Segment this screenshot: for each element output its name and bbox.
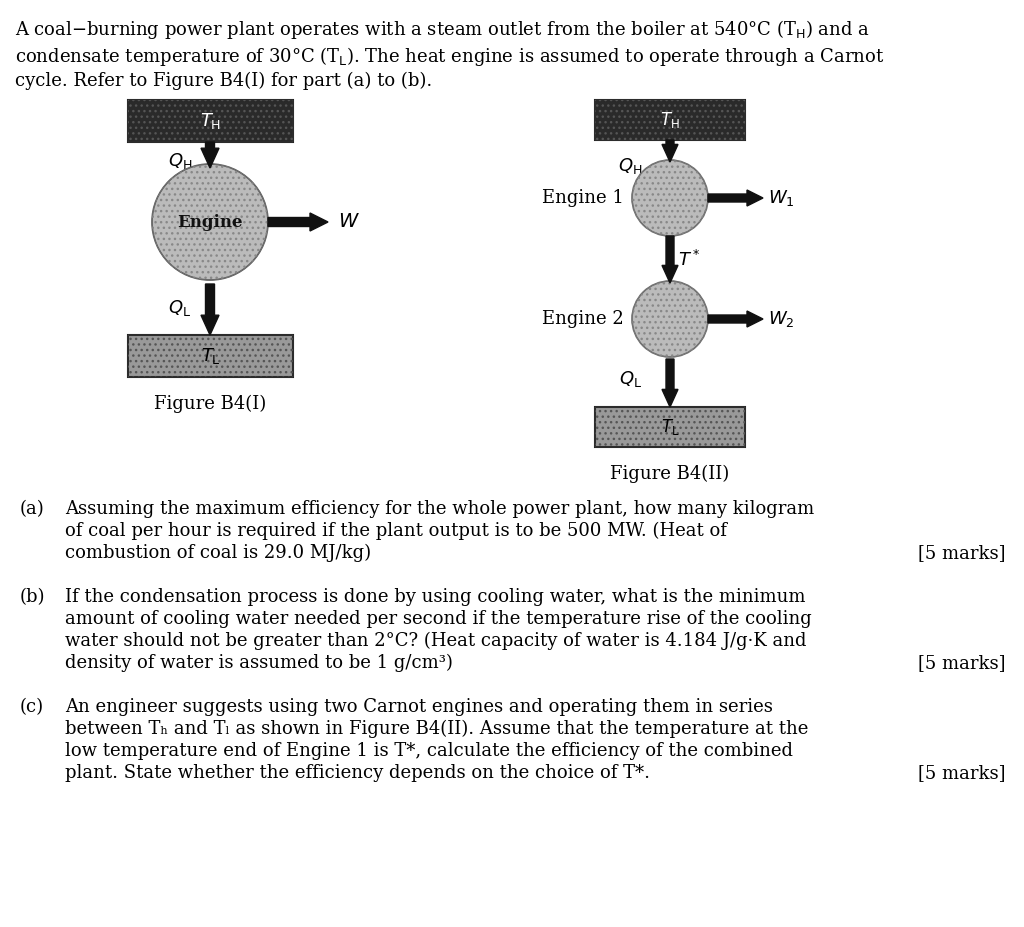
Text: $W_1$: $W_1$ <box>768 188 795 208</box>
Text: [5 marks]: [5 marks] <box>918 764 1005 782</box>
Text: $T_{\rm H}$: $T_{\rm H}$ <box>660 110 680 130</box>
Text: $Q_{\rm L}$: $Q_{\rm L}$ <box>169 298 191 318</box>
FancyArrow shape <box>708 311 763 327</box>
Text: $T_{\rm L}$: $T_{\rm L}$ <box>201 346 220 366</box>
Text: between Tₕ and Tₗ as shown in Figure B4(II). Assume that the temperature at the: between Tₕ and Tₗ as shown in Figure B4(… <box>65 720 808 738</box>
Text: water should not be greater than 2°C? (Heat capacity of water is 4.184 J/g·K and: water should not be greater than 2°C? (H… <box>65 632 807 650</box>
Text: $W$: $W$ <box>338 213 359 231</box>
Text: Engine: Engine <box>177 213 243 231</box>
FancyArrow shape <box>708 190 763 206</box>
Bar <box>595 407 745 447</box>
FancyArrow shape <box>201 142 219 168</box>
Ellipse shape <box>632 281 708 357</box>
FancyArrow shape <box>201 284 219 335</box>
Bar <box>128 335 293 377</box>
Ellipse shape <box>632 160 708 236</box>
Text: plant. State whether the efficiency depends on the choice of T*.: plant. State whether the efficiency depe… <box>65 764 650 782</box>
Text: If the condensation process is done by using cooling water, what is the minimum: If the condensation process is done by u… <box>65 588 806 606</box>
FancyArrow shape <box>268 213 328 231</box>
Text: amount of cooling water needed per second if the temperature rise of the cooling: amount of cooling water needed per secon… <box>65 610 812 628</box>
Text: $W_2$: $W_2$ <box>768 309 795 329</box>
Text: $Q_{\rm L}$: $Q_{\rm L}$ <box>618 369 642 389</box>
Text: low temperature end of Engine 1 is T*, calculate the efficiency of the combined: low temperature end of Engine 1 is T*, c… <box>65 742 793 760</box>
Text: [5 marks]: [5 marks] <box>918 654 1005 672</box>
Bar <box>595 100 745 140</box>
Text: (c): (c) <box>20 698 44 716</box>
Ellipse shape <box>152 164 268 280</box>
Text: $T_{\rm L}$: $T_{\rm L}$ <box>660 417 679 437</box>
Text: Engine 2: Engine 2 <box>543 310 624 328</box>
Text: A coal$-$burning power plant operates with a steam outlet from the boiler at 540: A coal$-$burning power plant operates wi… <box>15 18 869 41</box>
Bar <box>595 100 745 140</box>
Text: $T^*$: $T^*$ <box>678 250 700 270</box>
Text: $T_{\rm H}$: $T_{\rm H}$ <box>200 111 221 131</box>
Bar <box>128 100 293 142</box>
Text: of coal per hour is required if the plant output is to be 500 MW. (Heat of: of coal per hour is required if the plan… <box>65 522 727 540</box>
Text: condensate temperature of 30°C (T$_{\rm L}$). The heat engine is assumed to oper: condensate temperature of 30°C (T$_{\rm … <box>15 45 885 68</box>
Text: An engineer suggests using two Carnot engines and operating them in series: An engineer suggests using two Carnot en… <box>65 698 773 716</box>
FancyArrow shape <box>662 140 678 162</box>
Text: Figure B4(I): Figure B4(I) <box>154 395 266 413</box>
Bar <box>128 335 293 377</box>
Bar <box>595 407 745 447</box>
Text: (b): (b) <box>20 588 45 606</box>
Text: Engine 1: Engine 1 <box>542 189 624 207</box>
FancyArrow shape <box>662 359 678 407</box>
Text: $Q_{\rm H}$: $Q_{\rm H}$ <box>168 151 193 171</box>
Text: Figure B4(II): Figure B4(II) <box>610 465 730 483</box>
Text: $Q_{\rm H}$: $Q_{\rm H}$ <box>617 156 642 176</box>
Text: combustion of coal is 29.0 MJ/kg): combustion of coal is 29.0 MJ/kg) <box>65 544 371 563</box>
Text: [5 marks]: [5 marks] <box>918 544 1005 562</box>
Text: Assuming the maximum efficiency for the whole power plant, how many kilogram: Assuming the maximum efficiency for the … <box>65 500 814 518</box>
Text: cycle. Refer to Figure B4(I) for part (a) to (b).: cycle. Refer to Figure B4(I) for part (a… <box>15 72 432 90</box>
Text: density of water is assumed to be 1 g/cm³): density of water is assumed to be 1 g/cm… <box>65 654 453 672</box>
Bar <box>128 100 293 142</box>
FancyArrow shape <box>662 236 678 283</box>
Text: (a): (a) <box>20 500 45 518</box>
